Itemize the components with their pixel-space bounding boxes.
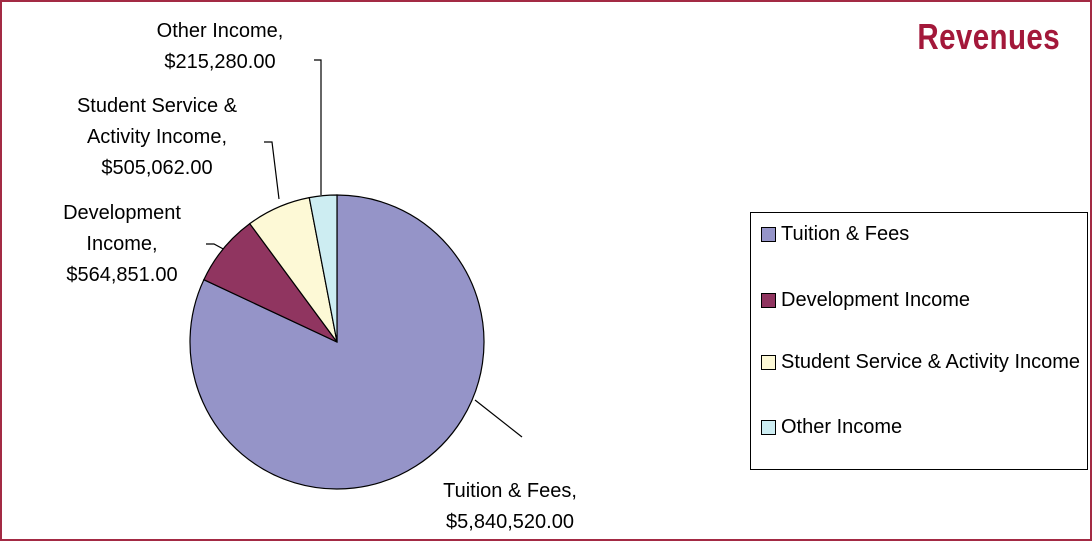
- leader-line: [264, 141, 280, 200]
- data-label: Other Income, $215,280.00: [156, 20, 284, 73]
- legend-item: Student Service & Activity Income: [761, 350, 1081, 374]
- leader-line: [314, 59, 322, 195]
- data-label: Tuition & Fees, $5,840,520.00: [443, 480, 577, 533]
- leader-line: [474, 399, 523, 438]
- data-label: Development Income, $564,851.00: [63, 202, 181, 286]
- legend-swatch: [761, 420, 776, 435]
- legend-swatch: [761, 293, 776, 308]
- legend: Tuition & Fees Development Income Student …: [750, 212, 1088, 470]
- legend-item: Other Income: [761, 415, 1081, 439]
- legend-label: Other Income: [781, 416, 903, 438]
- legend-swatch: [761, 355, 776, 370]
- legend-item: Tuition & Fees: [761, 222, 1081, 246]
- legend-swatch: [761, 227, 776, 242]
- legend-label: Development Income: [781, 289, 970, 311]
- data-label: Student Service & Activity Income, $505,…: [76, 95, 238, 179]
- legend-item: Development Income: [761, 288, 1081, 312]
- pie-slice: [308, 194, 338, 343]
- chart-title: Revenues: [917, 16, 1060, 57]
- legend-label: Tuition & Fees: [781, 223, 910, 245]
- legend-label: Student Service & Activity Income: [781, 351, 1081, 373]
